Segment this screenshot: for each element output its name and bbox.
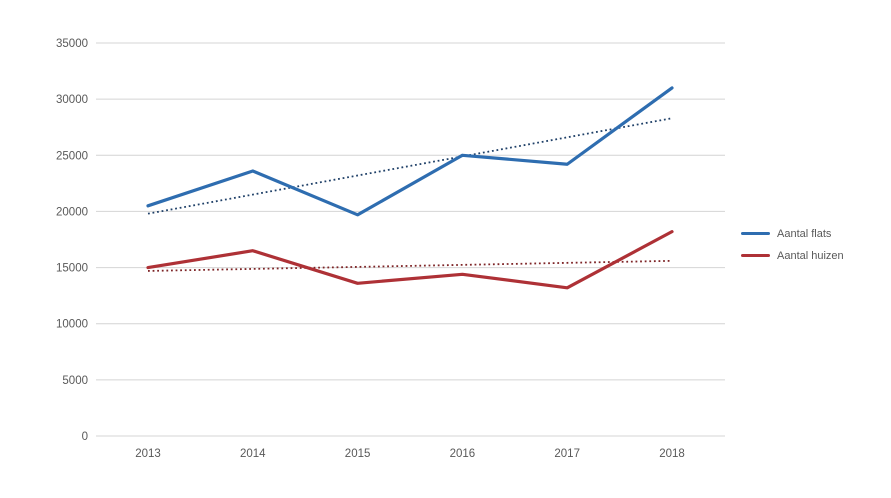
gridlines — [96, 42, 725, 437]
y-tick-label: 15000 — [56, 263, 88, 275]
y-tick-label: 0 — [82, 431, 88, 443]
x-tick-label: 2016 — [450, 448, 476, 460]
legend-label-flats: Aantal flats — [777, 227, 832, 240]
x-tick-label: 2014 — [240, 448, 266, 460]
huizen-line-swatch — [741, 254, 770, 257]
legend-item-aantal-flats: Aantal flats — [741, 226, 844, 241]
trendline-aantal-huizen — [147, 259, 673, 272]
legend: Aantal flats Aantal huizen — [741, 226, 844, 263]
series-line-aantal-flats — [146, 86, 674, 217]
x-tick-label: 2017 — [554, 448, 580, 460]
y-tick-label: 25000 — [56, 150, 88, 162]
flats-line-swatch — [741, 232, 770, 235]
y-tick-label: 10000 — [56, 319, 88, 331]
x-tick-label: 2015 — [345, 448, 371, 460]
y-axis-tick-labels: 0 5000 10000 15000 20000 25000 30000 35000 — [56, 38, 88, 443]
x-axis-tick-labels: 2013 2014 2015 2016 2017 2018 — [135, 448, 685, 460]
x-tick-label: 2013 — [135, 448, 161, 460]
legend-item-aantal-huizen: Aantal huizen — [741, 248, 844, 263]
trendline-aantal-flats — [147, 117, 673, 215]
legend-label-huizen: Aantal huizen — [777, 249, 844, 262]
series-line-aantal-huizen — [146, 230, 674, 290]
x-tick-label: 2018 — [659, 448, 685, 460]
y-tick-label: 30000 — [56, 94, 88, 106]
y-tick-label: 35000 — [56, 38, 88, 50]
y-tick-label: 5000 — [62, 375, 88, 387]
y-tick-label: 20000 — [56, 206, 88, 218]
